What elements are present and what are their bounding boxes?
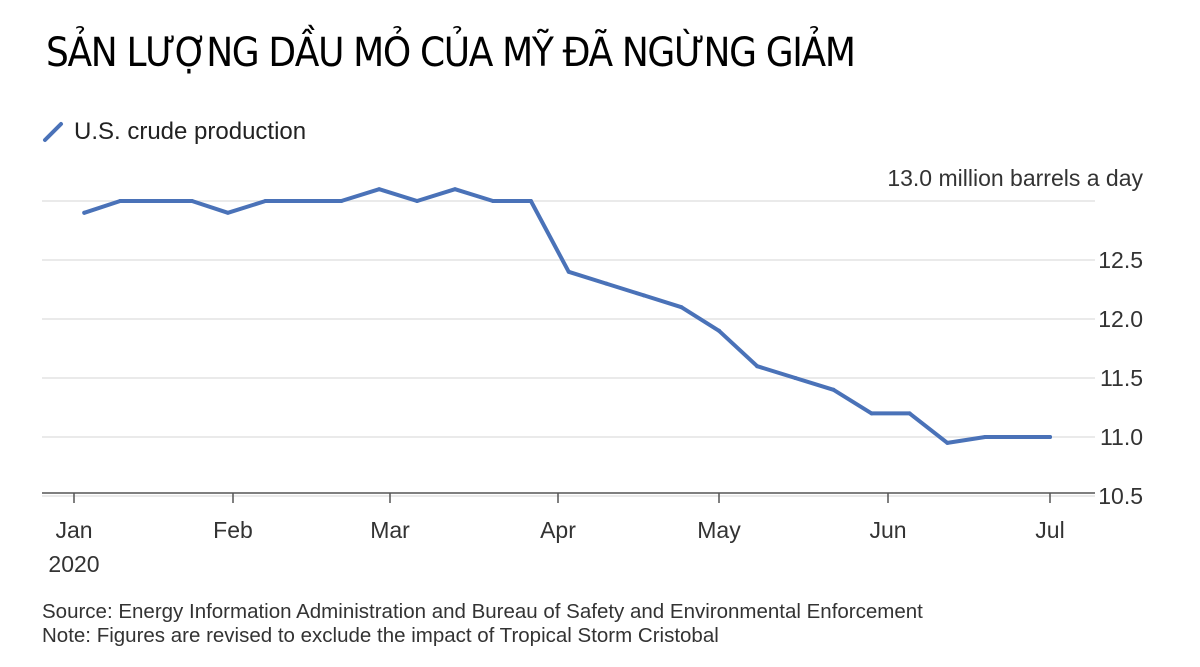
data-point	[118, 199, 123, 203]
data-point	[415, 199, 420, 203]
footer: Source: Energy Information Administratio…	[42, 600, 923, 648]
data-point	[755, 364, 760, 369]
data-point	[945, 440, 950, 445]
series-line	[82, 187, 1052, 445]
chart-title: SẢN LƯỢNG DẦU MỎ CỦA MỸ ĐÃ NGỪNG GIẢM	[46, 30, 856, 76]
x-year-label: 2020	[48, 551, 99, 577]
y-tick-label: 10.5	[1098, 483, 1143, 509]
data-point	[528, 199, 533, 203]
data-point	[1048, 435, 1052, 439]
legend-label: U.S. crude production	[74, 118, 307, 145]
x-tick-label: May	[697, 517, 741, 543]
data-point	[339, 199, 344, 203]
data-point	[641, 293, 646, 298]
x-tick-label: Jul	[1035, 517, 1064, 543]
data-point	[263, 199, 268, 203]
data-point	[869, 411, 874, 416]
y-tick-label: 12.0	[1098, 306, 1143, 332]
data-point	[566, 269, 571, 274]
data-point	[377, 187, 382, 192]
y-tick-label: 12.5	[1098, 247, 1143, 273]
data-point	[154, 199, 159, 203]
data-point	[983, 435, 988, 439]
data-point	[490, 199, 495, 203]
x-tick-label: Jan	[55, 517, 92, 543]
x-tick-label: Jun	[869, 517, 906, 543]
y-tick-label: 11.5	[1100, 365, 1143, 391]
data-point	[1021, 435, 1025, 439]
source-note: Source: Energy Information Administratio…	[42, 600, 923, 623]
data-point	[793, 376, 798, 380]
data-point	[453, 187, 458, 192]
line-swatch-icon	[43, 122, 63, 142]
data-point	[907, 411, 912, 416]
x-tick-label: Mar	[370, 517, 410, 543]
y-tick-label: 11.0	[1100, 424, 1143, 450]
data-point	[225, 210, 230, 215]
data-point	[717, 328, 721, 333]
data-point	[604, 281, 609, 286]
y-unit-label: 13.0 million barrels a day	[887, 165, 1143, 191]
data-point	[82, 210, 87, 215]
data-point	[679, 305, 684, 310]
x-tick-label: Apr	[540, 517, 576, 543]
data-point	[189, 199, 194, 203]
legend: U.S. crude production	[42, 118, 306, 146]
figures-note: Note: Figures are revised to exclude the…	[42, 624, 719, 647]
x-tick-label: Feb	[213, 517, 253, 543]
data-point	[301, 199, 306, 203]
data-point	[831, 387, 836, 392]
